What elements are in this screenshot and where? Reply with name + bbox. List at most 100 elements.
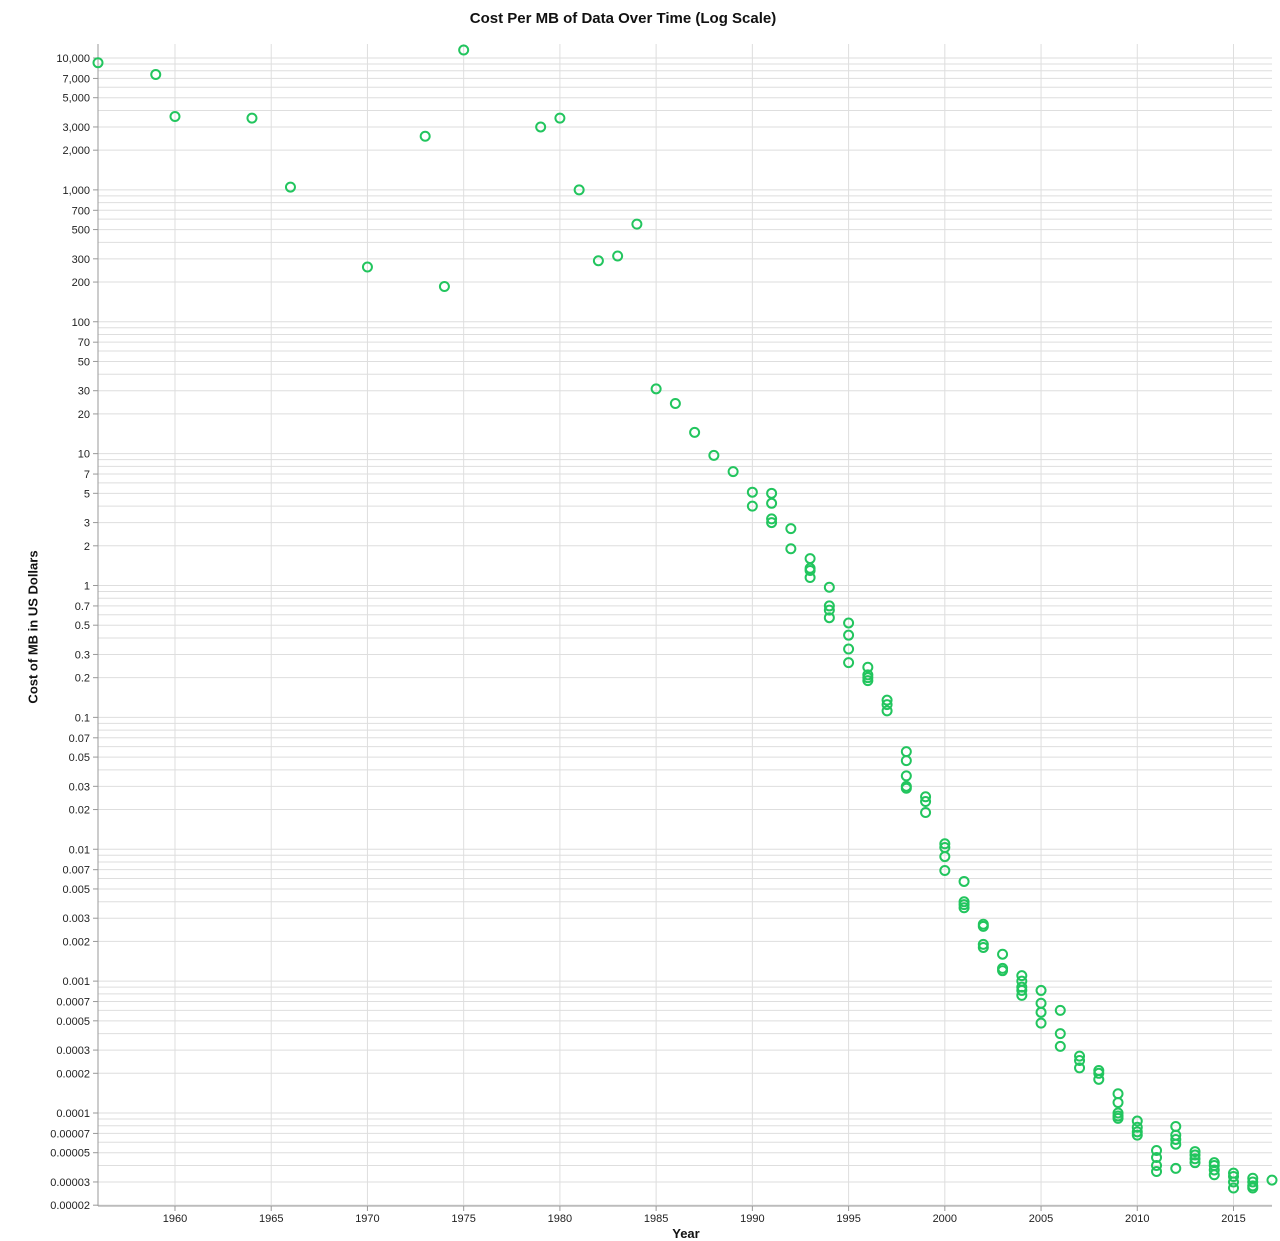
data-point	[881, 694, 893, 706]
data-point	[766, 497, 778, 509]
data-point	[1170, 1162, 1182, 1174]
data-point	[284, 181, 296, 193]
y-tick-label: 0.00007	[50, 1128, 90, 1140]
data-point	[1189, 1157, 1201, 1169]
data-point	[843, 657, 855, 669]
data-point	[1228, 1170, 1240, 1182]
data-point	[843, 617, 855, 629]
data-point	[1189, 1153, 1201, 1165]
data-point	[1054, 1004, 1066, 1016]
y-tick-label: 0.1	[75, 712, 90, 724]
data-point	[592, 255, 604, 267]
data-point	[246, 112, 258, 124]
data-point	[958, 902, 970, 914]
y-tick-label: 70	[78, 337, 90, 349]
data-point	[1208, 1169, 1220, 1181]
data-point	[419, 130, 431, 142]
x-tick-label: 2015	[1221, 1213, 1245, 1225]
data-point	[881, 705, 893, 717]
y-tick-label: 1	[84, 581, 90, 593]
y-tick-label: 0.03	[69, 781, 90, 793]
x-tick-label: 1980	[548, 1213, 572, 1225]
y-tick-label: 0.002	[62, 936, 90, 948]
data-point	[1170, 1138, 1182, 1150]
y-tick-label: 0.5	[75, 620, 90, 632]
y-tick-label: 7	[84, 469, 90, 481]
data-point	[939, 838, 951, 850]
data-point	[977, 941, 989, 953]
data-point	[1016, 970, 1028, 982]
y-tick-label: 50	[78, 356, 90, 368]
x-tick-label: 1970	[355, 1213, 379, 1225]
data-point	[612, 250, 624, 262]
y-tick-label: 2	[84, 541, 90, 553]
y-tick-label: 0.0007	[56, 997, 90, 1009]
data-point	[1228, 1176, 1240, 1188]
data-point	[1131, 1126, 1143, 1138]
axes: 1960 1965 1970 1975 1980 1985 1990 1995 2000 2005…	[50, 44, 1272, 1225]
data-point	[804, 564, 816, 576]
x-tick-label: 1975	[451, 1213, 475, 1225]
data-point	[823, 604, 835, 616]
x-tick-label: 1960	[163, 1213, 187, 1225]
y-tick-label: 700	[72, 205, 90, 217]
data-point	[1035, 1017, 1047, 1029]
y-tick-label: 0.0001	[56, 1108, 90, 1120]
data-point	[823, 612, 835, 624]
y-tick-label: 0.00002	[50, 1200, 90, 1212]
y-tick-label: 0.3	[75, 649, 90, 661]
data-point	[1151, 1159, 1163, 1171]
data-point	[1170, 1133, 1182, 1145]
y-tick-label: 0.0002	[56, 1068, 90, 1080]
data-point	[1151, 1144, 1163, 1156]
y-tick-label: 0.02	[69, 805, 90, 817]
data-point	[1054, 1040, 1066, 1052]
y-tick-label: 0.007	[62, 865, 90, 877]
y-tick-label: 10,000	[56, 53, 90, 65]
y-tick-label: 1,000	[62, 185, 90, 197]
data-point	[1093, 1067, 1105, 1079]
data-point	[862, 675, 874, 687]
data-point	[458, 44, 470, 56]
data-point	[997, 948, 1009, 960]
y-tick-label: 0.00005	[50, 1148, 90, 1160]
data-point	[438, 281, 450, 293]
data-point	[862, 661, 874, 673]
grid	[98, 44, 1272, 1206]
data-point	[1054, 1028, 1066, 1040]
y-tick-label: 0.05	[69, 752, 90, 764]
data-point	[1035, 1006, 1047, 1018]
data-point	[669, 397, 681, 409]
data-point	[920, 791, 932, 803]
data-point	[785, 523, 797, 535]
data-point	[997, 965, 1009, 977]
data-point	[554, 112, 566, 124]
x-axis-label: Year	[672, 1226, 700, 1241]
data-point	[1112, 1112, 1124, 1124]
data-point	[958, 875, 970, 887]
data-point	[804, 553, 816, 565]
data-point	[708, 449, 720, 461]
data-point	[843, 643, 855, 655]
data-point	[1016, 989, 1028, 1001]
data-point	[361, 261, 373, 273]
x-tick-label: 2000	[933, 1213, 957, 1225]
x-tick-label: 1965	[259, 1213, 283, 1225]
data-point	[766, 517, 778, 529]
data-point	[804, 571, 816, 583]
data-point	[881, 699, 893, 711]
data-point	[766, 513, 778, 525]
y-tick-label: 0.0005	[56, 1016, 90, 1028]
data-point	[1112, 1088, 1124, 1100]
x-tick-label: 2005	[1029, 1213, 1053, 1225]
data-point	[650, 383, 662, 395]
data-point	[1247, 1176, 1259, 1188]
y-tick-label: 30	[78, 386, 90, 398]
y-tick-label: 5,000	[62, 93, 90, 105]
data-point	[1151, 1166, 1163, 1178]
y-tick-label: 0.01	[69, 844, 90, 856]
data-point	[1074, 1062, 1086, 1074]
y-tick-label: 0.0003	[56, 1045, 90, 1057]
data-point	[1131, 1129, 1143, 1141]
